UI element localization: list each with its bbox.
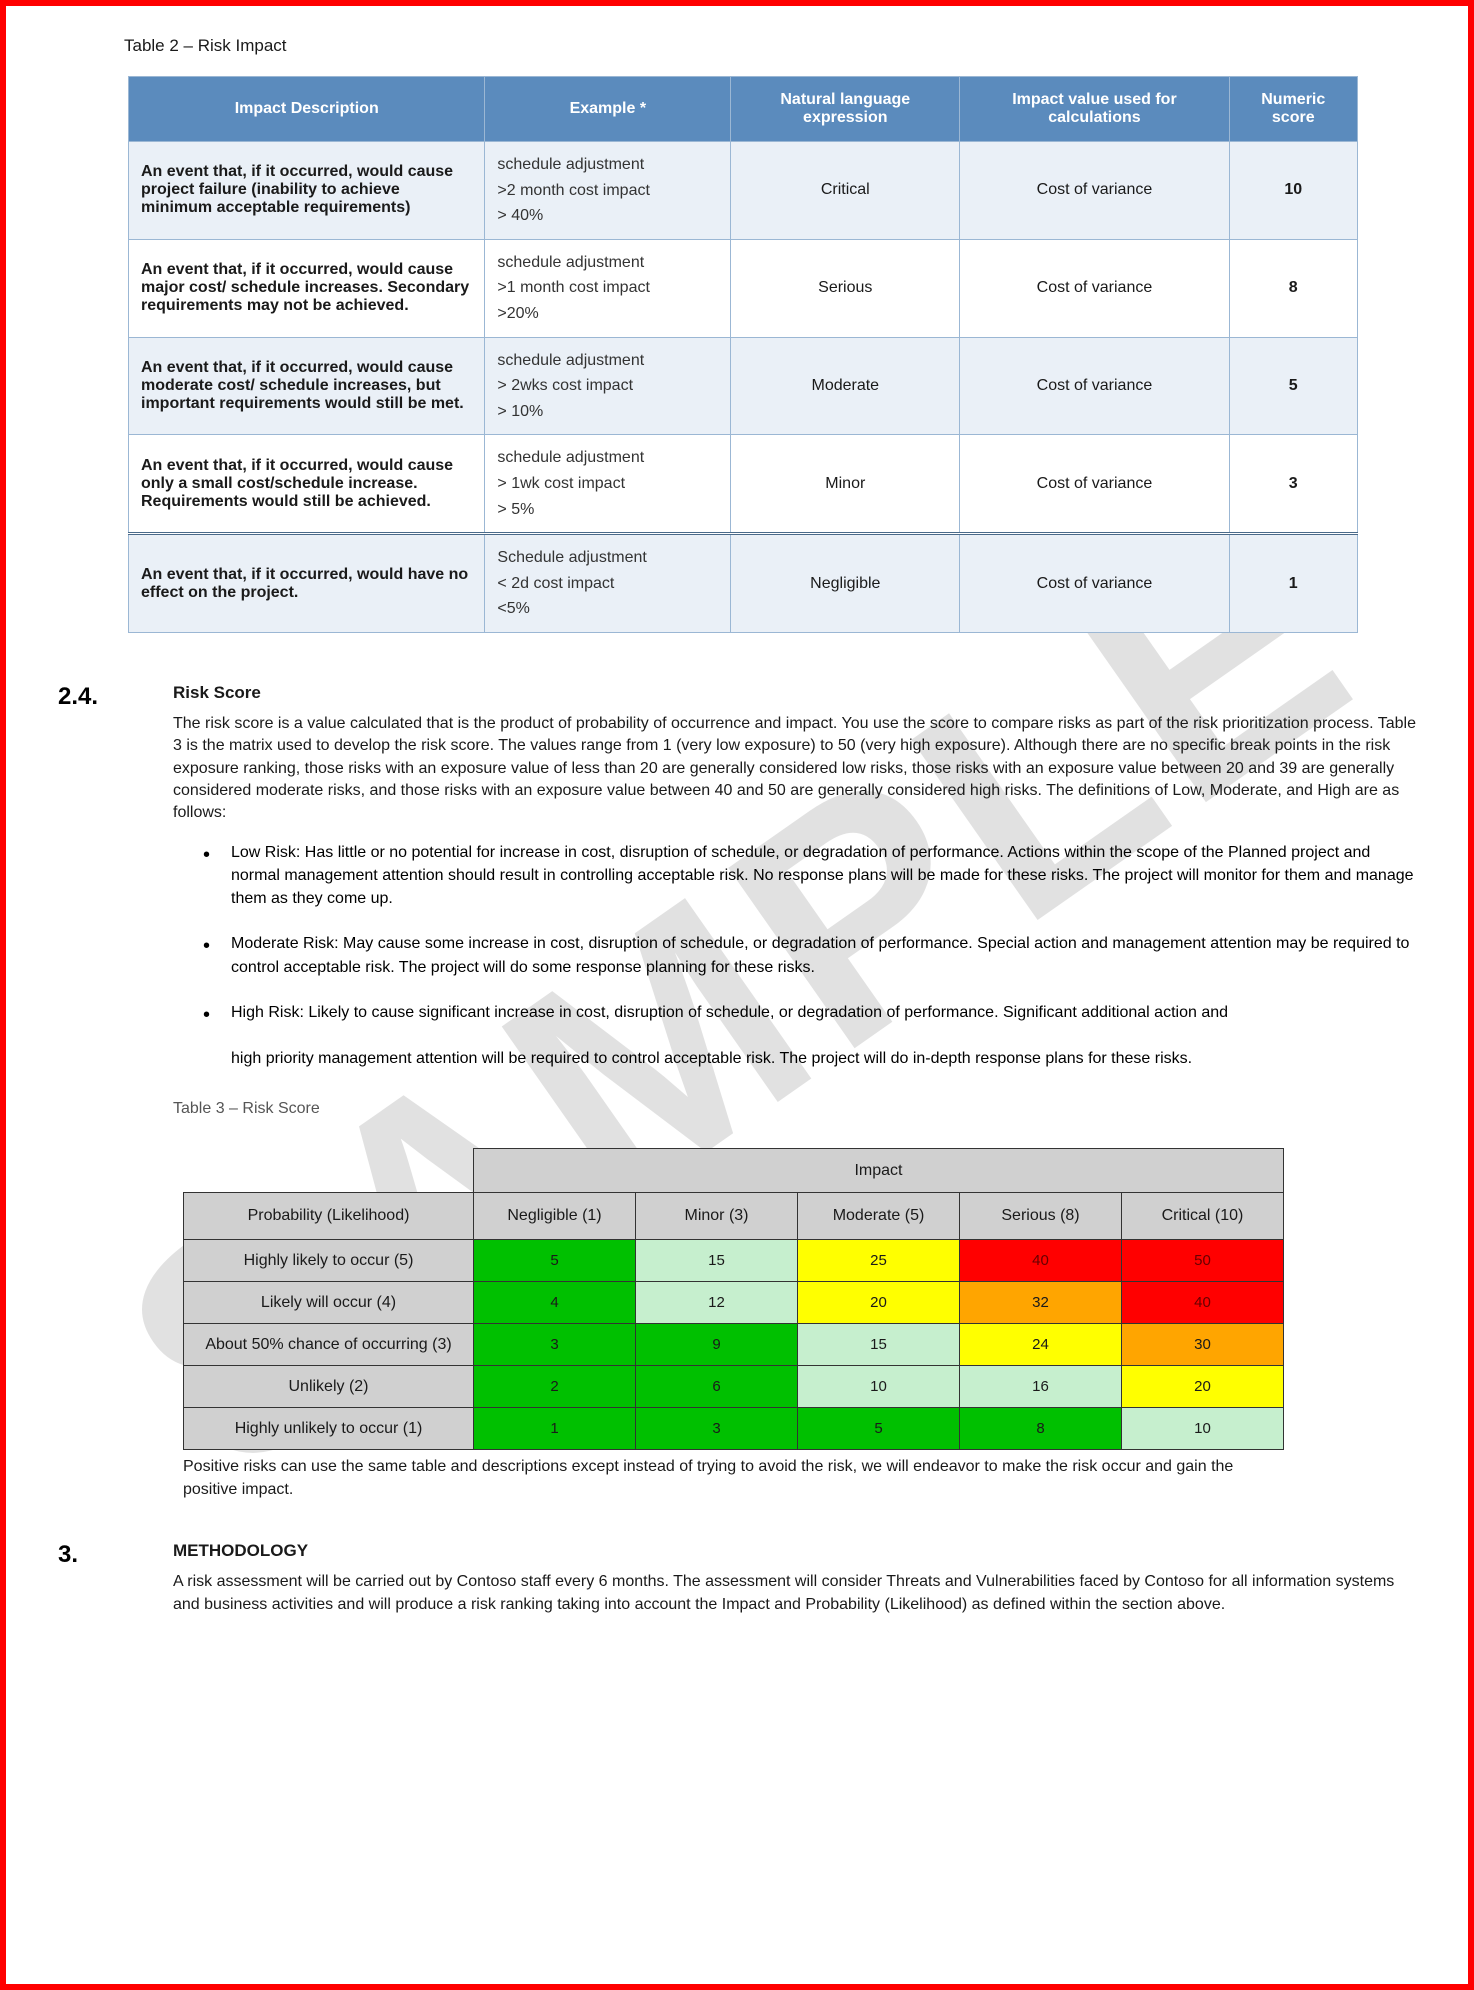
expression-cell: Moderate <box>731 337 960 435</box>
impact-description: An event that, if it occurred, would cau… <box>129 337 485 435</box>
t2-header: Example * <box>485 77 731 142</box>
score-value-cell: 24 <box>960 1324 1122 1366</box>
score-value-cell: 20 <box>798 1282 960 1324</box>
probability-label: Highly likely to occur (5) <box>184 1240 474 1282</box>
t2-row: An event that, if it occurred, would hav… <box>129 534 1358 633</box>
probability-label: Highly unlikely to occur (1) <box>184 1408 474 1450</box>
section-24-number: 2.4. <box>58 683 173 711</box>
impact-description: An event that, if it occurred, would cau… <box>129 142 485 240</box>
score-value-cell: 10 <box>798 1366 960 1408</box>
example-cell: schedule adjustment> 2wks cost impact> 1… <box>485 337 731 435</box>
bullet-item: High Risk: Likely to cause significant i… <box>203 1001 1418 1071</box>
score-value-cell: 5 <box>798 1408 960 1450</box>
t2-row: An event that, if it occurred, would cau… <box>129 239 1358 337</box>
t2-header: Natural language expression <box>731 77 960 142</box>
score-value-cell: 10 <box>1122 1408 1284 1450</box>
expression-cell: Critical <box>731 142 960 240</box>
expression-cell: Serious <box>731 239 960 337</box>
score-cell: 5 <box>1229 337 1357 435</box>
matrix-row: Highly unlikely to occur (1)135810 <box>184 1408 1284 1450</box>
impact-col-header: Moderate (5) <box>798 1193 960 1240</box>
expression-cell: Negligible <box>731 534 960 633</box>
impact-value-cell: Cost of variance <box>960 239 1229 337</box>
section-24-bullets: Low Risk: Has little or no potential for… <box>203 841 1418 1071</box>
section-3-title: METHODOLOGY <box>173 1541 1418 1561</box>
impact-description: An event that, if it occurred, would cau… <box>129 435 485 534</box>
probability-label: Likely will occur (4) <box>184 1282 474 1324</box>
matrix-row: Unlikely (2)26101620 <box>184 1366 1284 1408</box>
probability-label: Unlikely (2) <box>184 1366 474 1408</box>
table3-caption: Table 3 – Risk Score <box>173 1100 1418 1118</box>
impact-value-cell: Cost of variance <box>960 142 1229 240</box>
score-value-cell: 30 <box>1122 1324 1284 1366</box>
score-value-cell: 50 <box>1122 1240 1284 1282</box>
score-value-cell: 15 <box>636 1240 798 1282</box>
score-value-cell: 40 <box>1122 1282 1284 1324</box>
bullet-item: Moderate Risk: May cause some increase i… <box>203 932 1418 978</box>
score-value-cell: 6 <box>636 1366 798 1408</box>
impact-col-header: Negligible (1) <box>474 1193 636 1240</box>
score-value-cell: 9 <box>636 1324 798 1366</box>
table3-footnote: Positive risks can use the same table an… <box>183 1456 1283 1501</box>
impact-col-header: Critical (10) <box>1122 1193 1284 1240</box>
matrix-row: Likely will occur (4)412203240 <box>184 1282 1284 1324</box>
score-value-cell: 4 <box>474 1282 636 1324</box>
risk-score-matrix: Impact Probability (Likelihood)Negligibl… <box>183 1148 1284 1450</box>
matrix-row: Highly likely to occur (5)515254050 <box>184 1240 1284 1282</box>
section-3-para: A risk assessment will be carried out by… <box>173 1571 1418 1616</box>
score-value-cell: 3 <box>474 1324 636 1366</box>
score-value-cell: 5 <box>474 1240 636 1282</box>
t2-row: An event that, if it occurred, would cau… <box>129 337 1358 435</box>
bullet-item: Low Risk: Has little or no potential for… <box>203 841 1418 911</box>
t2-header: Numeric score <box>1229 77 1357 142</box>
example-cell: schedule adjustment>2 month cost impact>… <box>485 142 731 240</box>
score-value-cell: 16 <box>960 1366 1122 1408</box>
expression-cell: Minor <box>731 435 960 534</box>
impact-header: Impact <box>474 1149 1284 1193</box>
impact-col-header: Serious (8) <box>960 1193 1122 1240</box>
score-value-cell: 12 <box>636 1282 798 1324</box>
score-cell: 8 <box>1229 239 1357 337</box>
impact-description: An event that, if it occurred, would hav… <box>129 534 485 633</box>
example-cell: schedule adjustment>1 month cost impact>… <box>485 239 731 337</box>
probability-header: Probability (Likelihood) <box>184 1193 474 1240</box>
probability-label: About 50% chance of occurring (3) <box>184 1324 474 1366</box>
impact-description: An event that, if it occurred, would cau… <box>129 239 485 337</box>
matrix-row: About 50% chance of occurring (3)3915243… <box>184 1324 1284 1366</box>
risk-impact-table: Impact DescriptionExample *Natural langu… <box>128 76 1358 633</box>
section-3-number: 3. <box>58 1541 173 1569</box>
impact-value-cell: Cost of variance <box>960 337 1229 435</box>
score-cell: 3 <box>1229 435 1357 534</box>
score-value-cell: 25 <box>798 1240 960 1282</box>
score-cell: 1 <box>1229 534 1357 633</box>
score-value-cell: 15 <box>798 1324 960 1366</box>
score-value-cell: 2 <box>474 1366 636 1408</box>
t2-row: An event that, if it occurred, would cau… <box>129 142 1358 240</box>
table2-caption: Table 2 – Risk Impact <box>124 36 1428 56</box>
t2-header: Impact value used for calculations <box>960 77 1229 142</box>
impact-value-cell: Cost of variance <box>960 435 1229 534</box>
score-value-cell: 40 <box>960 1240 1122 1282</box>
score-value-cell: 3 <box>636 1408 798 1450</box>
t2-header: Impact Description <box>129 77 485 142</box>
section-24-para: The risk score is a value calculated tha… <box>173 713 1418 825</box>
score-value-cell: 1 <box>474 1408 636 1450</box>
score-value-cell: 20 <box>1122 1366 1284 1408</box>
example-cell: schedule adjustment> 1wk cost impact> 5% <box>485 435 731 534</box>
t2-row: An event that, if it occurred, would cau… <box>129 435 1358 534</box>
score-cell: 10 <box>1229 142 1357 240</box>
score-value-cell: 8 <box>960 1408 1122 1450</box>
matrix-blank-cell <box>184 1149 474 1193</box>
section-24-title: Risk Score <box>173 683 1418 703</box>
score-value-cell: 32 <box>960 1282 1122 1324</box>
example-cell: Schedule adjustment< 2d cost impact<5% <box>485 534 731 633</box>
impact-col-header: Minor (3) <box>636 1193 798 1240</box>
impact-value-cell: Cost of variance <box>960 534 1229 633</box>
